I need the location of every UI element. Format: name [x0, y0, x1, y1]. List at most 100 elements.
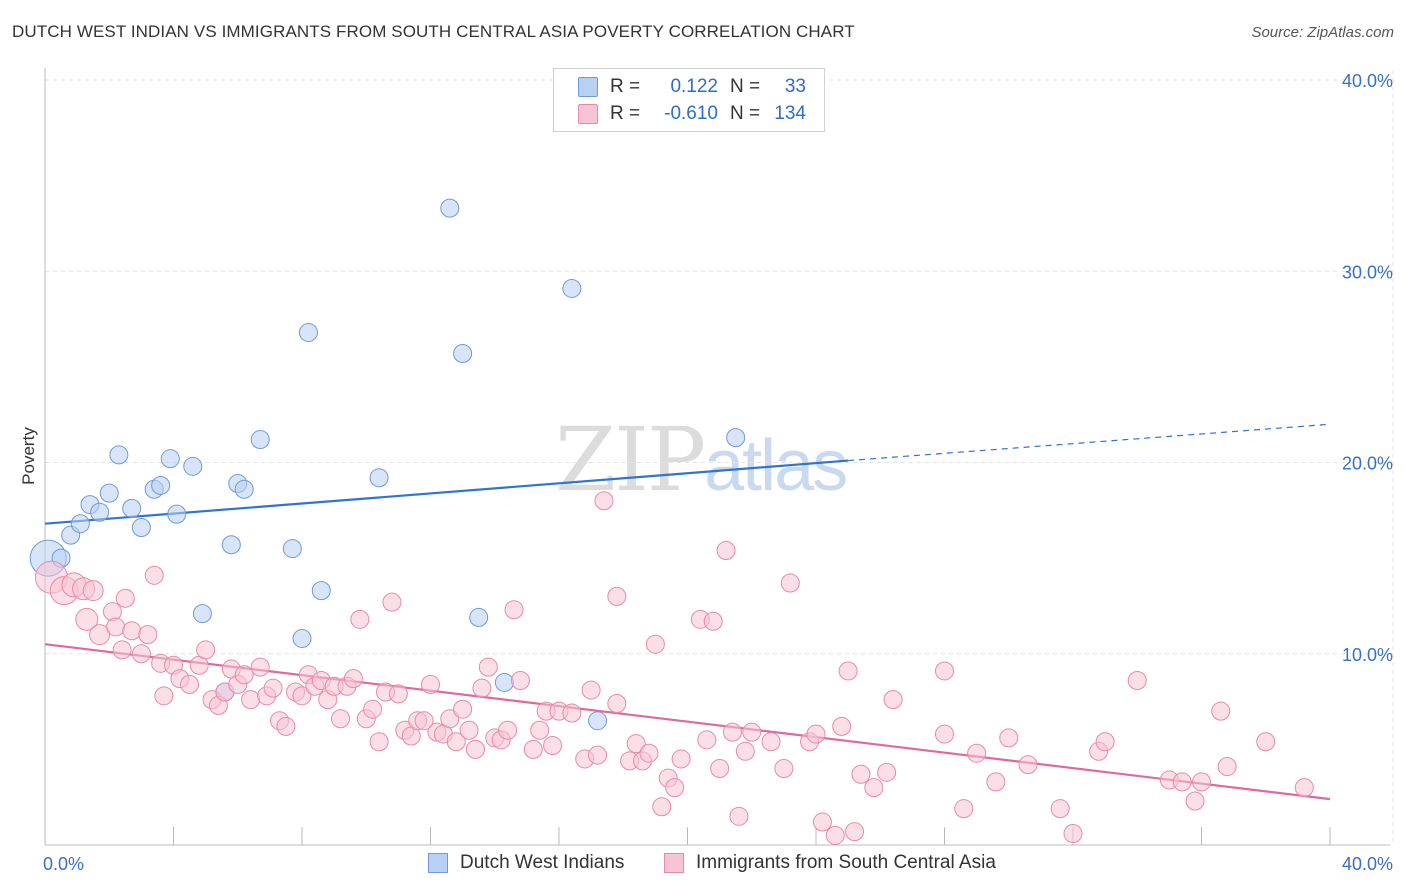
- pink-data-point: [588, 745, 608, 765]
- y-tick-label: 30.0%: [1342, 262, 1393, 282]
- blue-data-point: [453, 343, 473, 363]
- blue-data-point: [109, 445, 129, 465]
- blue-data-point: [469, 607, 489, 627]
- pink-data-point: [1192, 772, 1211, 792]
- pink-data-point: [106, 617, 126, 637]
- pink-data-point: [510, 671, 530, 691]
- pink-data-point: [350, 609, 370, 629]
- pink-data-point: [832, 716, 852, 736]
- pink-data-point: [845, 822, 865, 842]
- pink-data-point: [851, 764, 871, 784]
- blue-data-point: [311, 581, 331, 601]
- pink-data-point: [115, 588, 135, 608]
- gridlines: [45, 70, 1394, 845]
- pink-data-point: [459, 720, 479, 740]
- series-legend: Dutch West Indians Immigrants from South…: [0, 852, 1406, 878]
- pink-data-point: [82, 580, 104, 602]
- blue-data-point: [70, 514, 90, 534]
- blue-data-point: [131, 518, 151, 538]
- legend-row-blue: R = 0.122 N = 33: [578, 75, 806, 99]
- pink-data-point: [1172, 772, 1192, 792]
- pink-data-point: [343, 669, 363, 689]
- pink-data-point: [446, 732, 466, 752]
- blue-data-point: [192, 604, 212, 624]
- x-tick-label: 40.0%: [1342, 854, 1393, 874]
- chart-title: DUTCH WEST INDIAN VS IMMIGRANTS FROM SOU…: [12, 22, 855, 41]
- pink-data-point: [543, 736, 563, 756]
- pink-data-point: [665, 778, 685, 798]
- pink-data-point: [1294, 778, 1314, 798]
- pink-data-point: [75, 607, 99, 631]
- pink-data-point: [102, 602, 122, 622]
- pink-data-point: [935, 724, 954, 744]
- pink-data-point: [645, 634, 665, 654]
- tick-labels: 10.0% 20.0% 30.0% 40.0% 0.0% 40.0%: [43, 71, 1393, 874]
- blue-data-point: [250, 430, 270, 450]
- pink-data-point: [806, 724, 826, 744]
- pink-data-point: [292, 686, 312, 706]
- pink-data-point: [472, 678, 492, 698]
- series-label: Dutch West Indians: [460, 852, 625, 873]
- pink-data-point: [363, 699, 383, 719]
- series-legend-item-pink[interactable]: Immigrants from South Central Asia: [664, 852, 996, 874]
- pink-data-point: [440, 709, 460, 729]
- pink-data-point: [465, 739, 485, 759]
- pink-data-point: [523, 739, 543, 759]
- y-tick-label: 20.0%: [1342, 454, 1393, 474]
- pink-data-point: [607, 586, 627, 606]
- pink-data-point: [331, 709, 351, 729]
- pink-data-point: [967, 743, 987, 763]
- y-axis-title: Poverty: [19, 427, 38, 485]
- pink-data-point: [703, 611, 723, 631]
- pink-data-point: [498, 720, 518, 740]
- pink-data-point: [1095, 732, 1115, 752]
- pink-data-point: [562, 703, 582, 723]
- pink-data-point: [825, 825, 845, 845]
- pink-data-point: [421, 674, 440, 694]
- series-swatch-blue: [428, 853, 448, 873]
- blue-data-point: [726, 428, 746, 448]
- pink-data-point: [735, 741, 755, 761]
- series-legend-item-blue[interactable]: Dutch West Indians: [428, 852, 624, 874]
- blue-data-point: [298, 322, 318, 342]
- legend-r-label: R =: [610, 103, 641, 124]
- pink-data-point: [1256, 732, 1276, 752]
- legend-n-label: N =: [730, 76, 761, 97]
- pink-data-point: [234, 665, 254, 685]
- blue-data-point: [160, 449, 180, 469]
- pink-data-point: [780, 573, 800, 593]
- legend-row-pink: R = -0.610 N = 134: [578, 102, 806, 126]
- blue-data-point: [588, 711, 608, 731]
- pink-data-point: [369, 732, 389, 752]
- pink-data-point: [1211, 701, 1231, 721]
- y-tick-label: 10.0%: [1342, 645, 1393, 665]
- y-tick-label: 40.0%: [1342, 71, 1393, 91]
- pink-data-point: [122, 621, 142, 641]
- pink-data-point: [1063, 824, 1083, 844]
- data-points: [29, 198, 1314, 845]
- pink-data-point: [722, 722, 742, 742]
- series-swatch-pink: [664, 853, 684, 873]
- correlation-legend: R = 0.122 N = 33 R = -0.610 N = 134: [553, 68, 825, 132]
- pink-data-point: [154, 686, 174, 706]
- legend-r-value: -0.610: [664, 103, 718, 124]
- pink-data-point: [594, 491, 614, 511]
- pink-data-point: [530, 720, 550, 740]
- pink-data-point: [89, 624, 111, 646]
- blue-data-point: [292, 628, 312, 648]
- pink-data-point: [935, 661, 954, 681]
- pink-data-point: [812, 812, 832, 832]
- blue-data-point: [221, 535, 241, 555]
- pink-data-point: [607, 693, 627, 713]
- pink-data-point: [382, 592, 402, 612]
- pink-data-point: [1217, 757, 1237, 777]
- pink-data-point: [144, 565, 164, 585]
- pink-data-point: [1050, 799, 1070, 819]
- x-tick-label: 0.0%: [43, 854, 84, 874]
- pink-data-point: [716, 540, 736, 560]
- pink-data-point: [710, 759, 730, 778]
- pink-data-point: [1185, 791, 1205, 811]
- legend-n-value: 134: [774, 103, 806, 124]
- pink-data-point: [761, 732, 781, 752]
- blue-data-point: [99, 483, 119, 503]
